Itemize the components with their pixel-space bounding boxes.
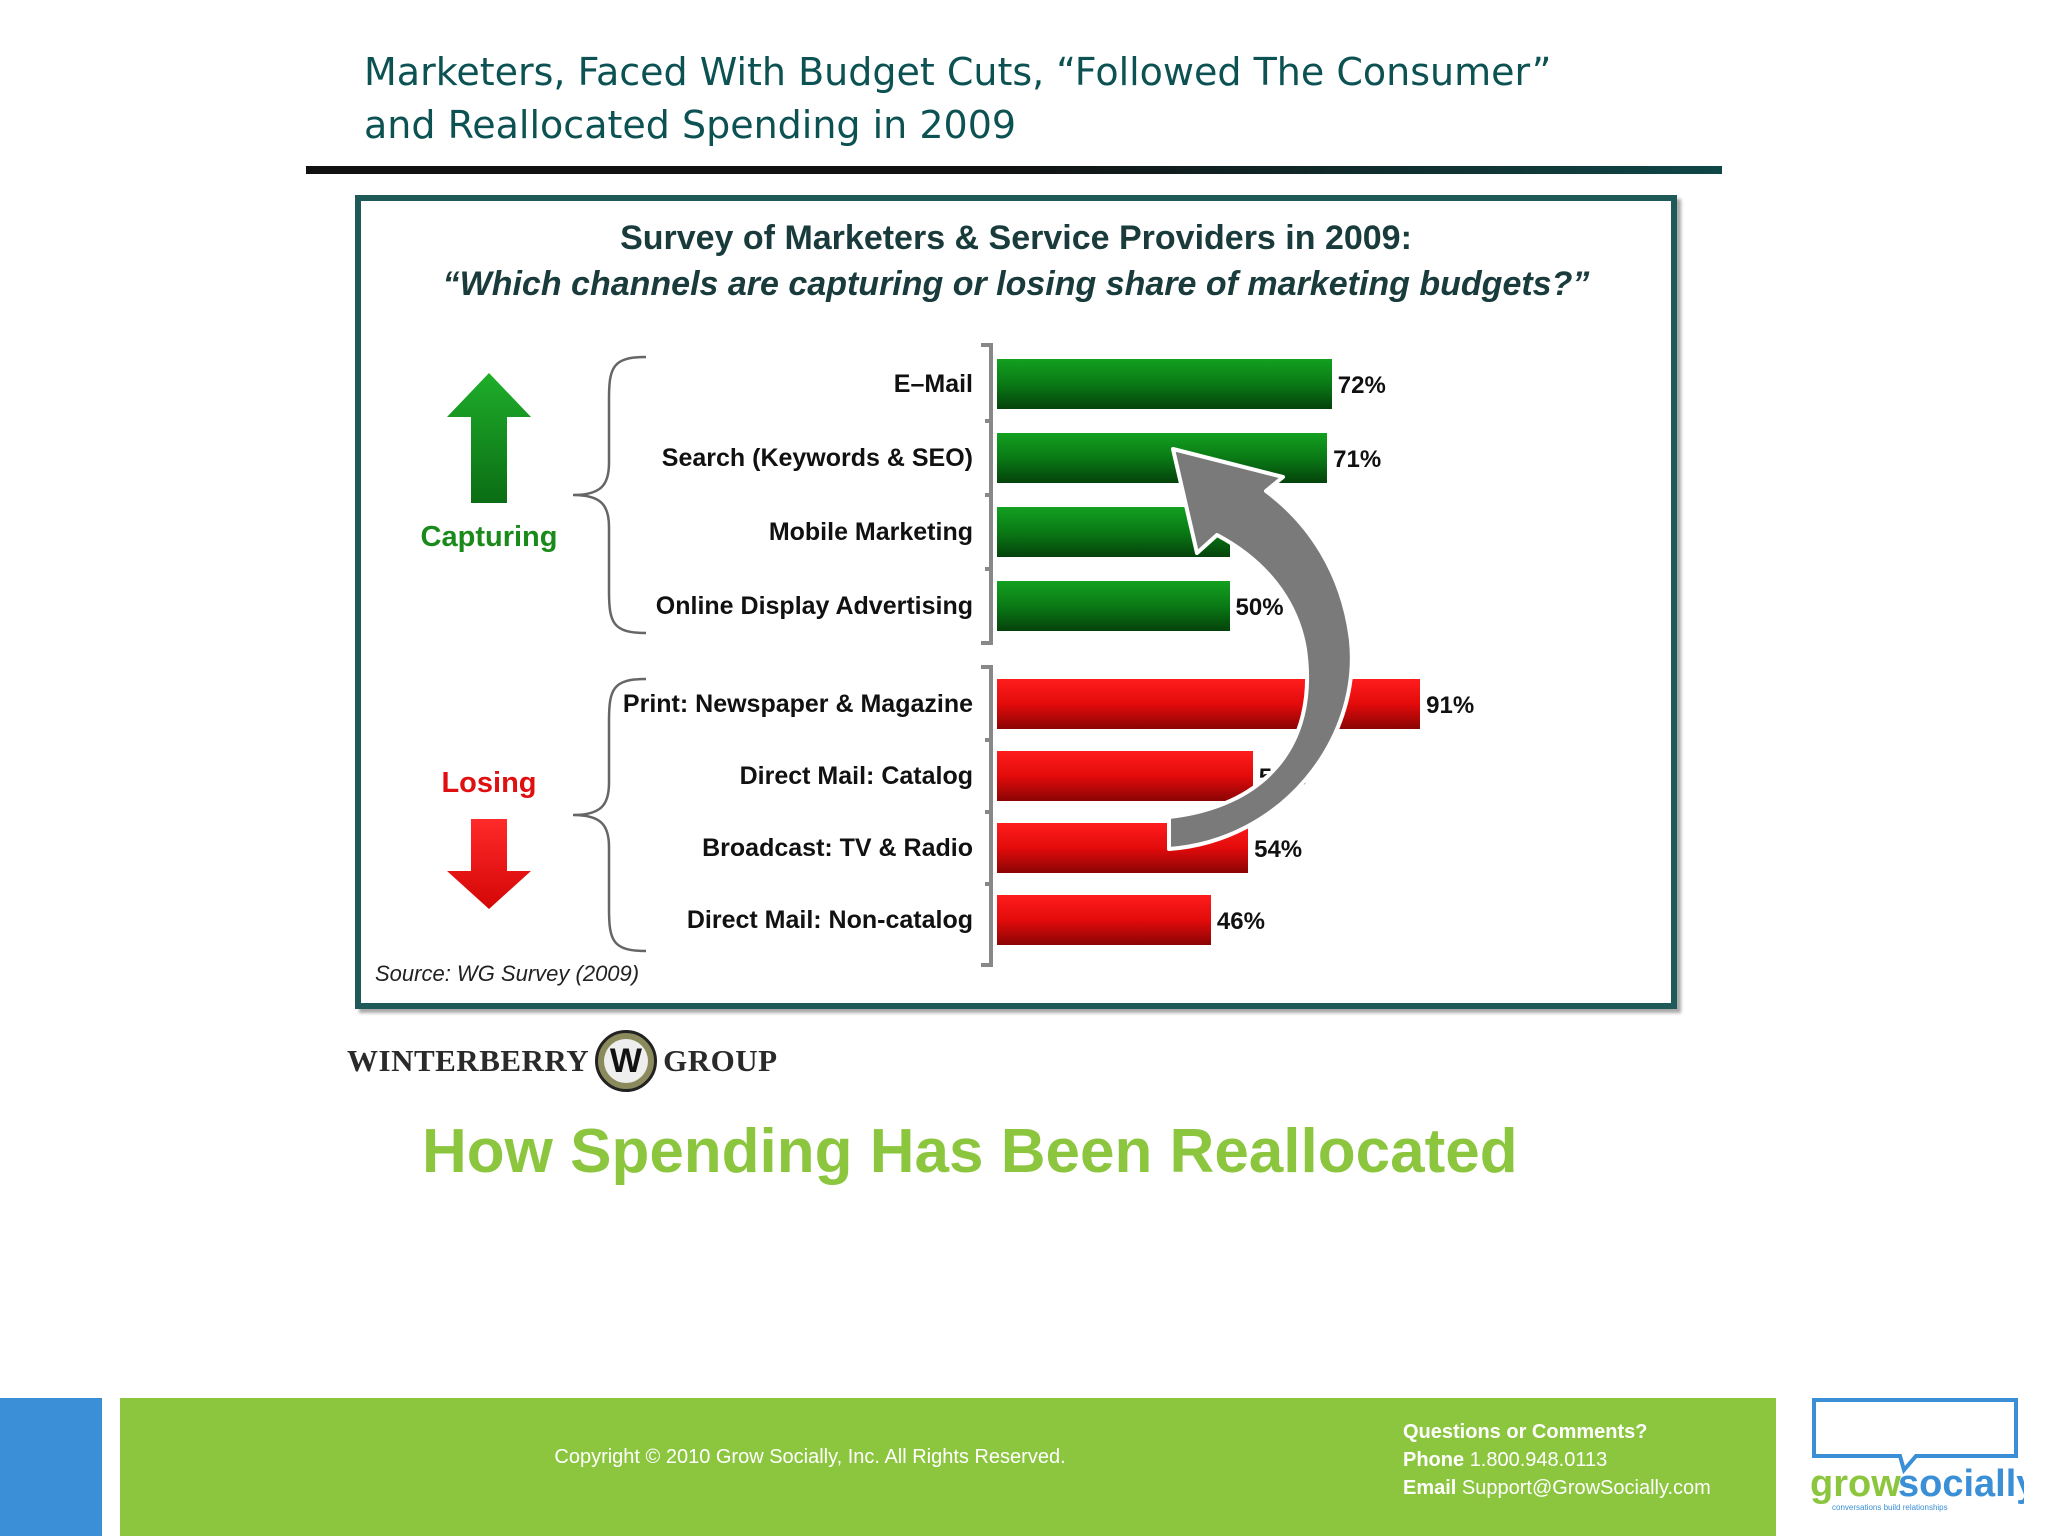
slide-title: Marketers, Faced With Budget Cuts, “Foll…	[364, 46, 1724, 152]
section-heading: How Spending Has Been Reallocated	[422, 1116, 1518, 1187]
winterberry-logo-left: WINTERBERRY	[347, 1043, 589, 1079]
winterberry-logo-mark: W	[604, 1039, 648, 1083]
speech-bubble-icon	[1814, 1400, 2016, 1470]
reallocation-arrow-icon	[1169, 449, 1352, 849]
footer-contact: Questions or Comments? Phone 1.800.948.0…	[1403, 1418, 1711, 1502]
contact-heading: Questions or Comments?	[1403, 1421, 1647, 1443]
winterberry-group-logo: WINTERBERRY W GROUP	[347, 1026, 778, 1096]
slide-title-line-2: and Reallocated Spending in 2009	[364, 99, 1724, 152]
up-arrow-icon	[447, 373, 531, 503]
logo-tagline: conversations build relationships	[1832, 1503, 1948, 1512]
losing-brace	[573, 679, 646, 951]
capturing-label: Capturing	[409, 521, 569, 554]
logo-word-socially: socially	[1898, 1463, 2024, 1505]
footer-copyright: Copyright © 2010 Grow Socially, Inc. All…	[420, 1446, 1200, 1469]
chart-graphics	[361, 201, 1671, 1003]
winterberry-w-icon: W	[595, 1030, 657, 1092]
title-divider	[306, 166, 1722, 174]
phone-number: 1.800.948.0113	[1470, 1449, 1608, 1471]
email-label: Email	[1403, 1477, 1456, 1499]
email-address[interactable]: Support@GrowSocially.com	[1462, 1477, 1711, 1499]
chart-source: Source: WG Survey (2009)	[375, 961, 639, 987]
slide-title-line-1: Marketers, Faced With Budget Cuts, “Foll…	[364, 46, 1724, 99]
winterberry-logo-right: GROUP	[663, 1043, 777, 1079]
down-arrow-icon	[447, 819, 531, 909]
chart-panel: Survey of Marketers & Service Providers …	[355, 195, 1677, 1009]
logo-word-grow: grow	[1810, 1463, 1901, 1505]
footer-accent-block	[0, 1398, 102, 1536]
capturing-brace	[573, 357, 646, 633]
category-axis	[981, 345, 993, 965]
phone-label: Phone	[1403, 1449, 1464, 1471]
grow-socially-logo: grow socially conversations build relati…	[1808, 1396, 2024, 1514]
losing-label: Losing	[409, 767, 569, 800]
